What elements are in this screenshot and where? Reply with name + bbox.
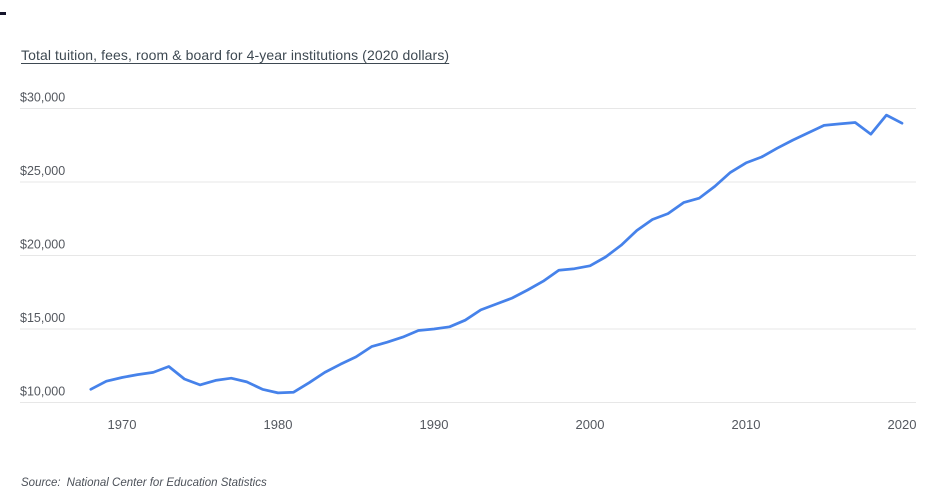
x-tick-label: 1970 [108, 417, 137, 432]
y-tick-label: $25,000 [20, 164, 65, 178]
y-tick-label: $10,000 [20, 385, 65, 399]
y-tick-label: $15,000 [20, 311, 65, 325]
chart-canvas: $30,000 $25,000 $20,000 $15,000 $10,000 1970 1… [20, 91, 917, 432]
y-tick-label: $30,000 [20, 91, 65, 105]
source-text: National Center for Education Statistics [66, 477, 267, 489]
x-tick-label: 2020 [888, 417, 917, 432]
x-tick-label: 1990 [420, 417, 449, 432]
corner-mark [0, 12, 6, 15]
x-tick-label: 2000 [576, 417, 605, 432]
source-note: Source: National Center for Education Sta… [21, 477, 267, 489]
chart-title-link[interactable]: Total tuition, fees, room & board for 4-… [21, 47, 450, 63]
x-tick-label: 1980 [264, 417, 293, 432]
source-label: Source: [21, 477, 61, 489]
y-tick-label: $20,000 [20, 238, 65, 252]
data-line-total-cost [89, 113, 904, 395]
x-tick-label: 2010 [732, 417, 761, 432]
